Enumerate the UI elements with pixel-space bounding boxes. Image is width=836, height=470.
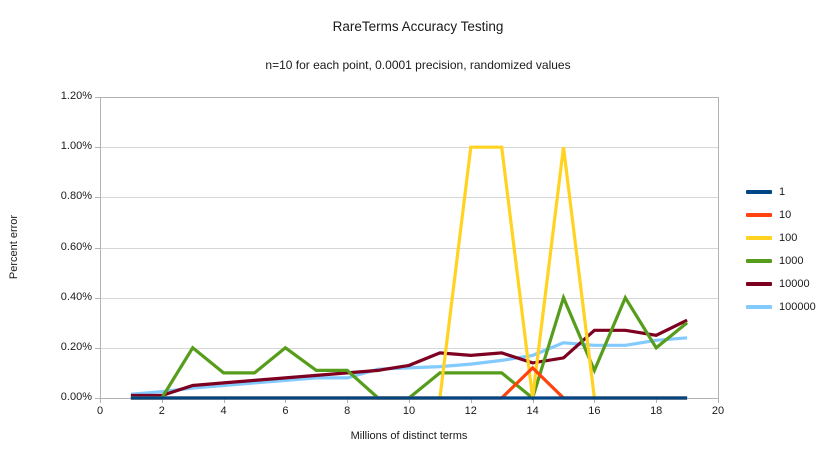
y-tick-label: 0.00% <box>60 391 92 403</box>
legend: 1 10 100 1000 10000 100000 <box>746 180 816 318</box>
series-line-100 <box>130 145 688 400</box>
legend-label-10: 10 <box>779 208 792 221</box>
x-tick-label: 20 <box>711 405 725 417</box>
legend-swatch-100 <box>746 235 772 240</box>
legend-swatch-1 <box>746 189 772 194</box>
x-tick-label: 0 <box>96 405 104 417</box>
legend-item-1: 1 <box>746 180 816 203</box>
legend-swatch-10 <box>746 212 772 217</box>
y-tick-label: 0.80% <box>60 190 92 203</box>
x-tick-label: 14 <box>526 405 539 417</box>
legend-label-100: 100 <box>779 231 798 244</box>
y-tick-label: 1.20% <box>60 90 92 102</box>
x-tick-label: 4 <box>220 405 227 417</box>
legend-label-1000: 1000 <box>779 254 804 267</box>
y-tick-label: 0.40% <box>60 290 92 303</box>
series-line-100000 <box>130 336 688 396</box>
y-tick-label: 0.20% <box>60 340 92 353</box>
y-tick-label: 0.60% <box>60 240 92 253</box>
legend-item-100000: 100000 <box>746 295 816 318</box>
x-tick-label: 6 <box>282 405 289 417</box>
legend-swatch-10000 <box>746 281 772 286</box>
legend-item-1000: 1000 <box>746 249 816 272</box>
y-tick-label: 1.00% <box>60 140 92 153</box>
x-tick-label: 2 <box>158 405 165 417</box>
legend-label-100000: 100000 <box>779 300 816 313</box>
legend-label-10000: 10000 <box>779 277 810 290</box>
legend-item-100: 100 <box>746 226 816 249</box>
x-tick-label: 10 <box>402 405 416 417</box>
legend-swatch-1000 <box>746 258 772 263</box>
legend-label-1: 1 <box>779 185 786 198</box>
x-tick-label: 8 <box>344 405 351 417</box>
legend-item-10000: 10000 <box>746 272 816 295</box>
chart-subtitle: n=10 for each point, 0.0001 precision, r… <box>265 58 571 72</box>
x-tick-label: 18 <box>650 405 663 417</box>
legend-swatch-100000 <box>746 304 772 309</box>
x-axis-title: Millions of distinct terms <box>350 430 468 442</box>
x-tick-label: 16 <box>588 405 601 417</box>
x-tick-label: 12 <box>464 405 477 417</box>
legend-item-10: 10 <box>746 203 816 226</box>
series-line-10000 <box>130 318 688 398</box>
chart-title: RareTerms Accuracy Testing <box>332 19 504 34</box>
